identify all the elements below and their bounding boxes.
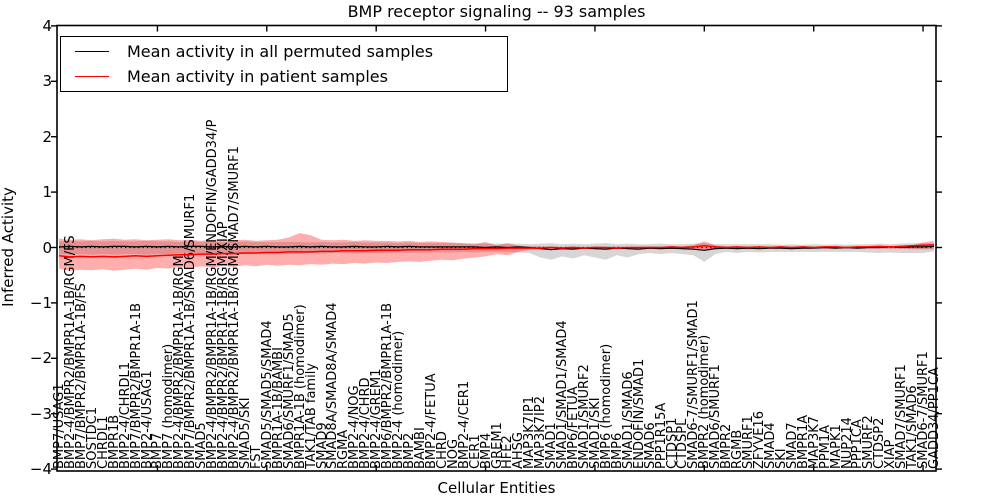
y-tick-label: −2 [29, 349, 52, 368]
y-tick-label: 0 [42, 238, 52, 257]
y-tick-label: −4 [29, 460, 52, 479]
y-axis-label: Inferred Activity [0, 187, 17, 307]
y-tick-label: −3 [29, 404, 52, 423]
legend-item-permuted: Mean activity in all permuted samples [73, 39, 507, 64]
patient-line-sample [75, 76, 109, 77]
legend-label-permuted: Mean activity in all permuted samples [127, 42, 434, 61]
y-tick-label: 3 [42, 72, 52, 91]
y-tick-label: 2 [42, 127, 52, 146]
y-tick-label: 4 [42, 16, 52, 35]
chart-title: BMP receptor signaling -- 93 samples [347, 2, 646, 21]
x-axis-label: Cellular Entities [437, 479, 556, 497]
legend-item-patient: Mean activity in patient samples [73, 64, 507, 89]
y-tick-label: 1 [42, 183, 52, 202]
legend: Mean activity in all permuted samples Me… [60, 36, 508, 92]
y-tick-label: −1 [29, 293, 52, 312]
legend-label-patient: Mean activity in patient samples [127, 67, 388, 86]
x-tick-label: GADD34/PP1CA [927, 367, 942, 469]
permuted-line-sample [75, 51, 109, 52]
